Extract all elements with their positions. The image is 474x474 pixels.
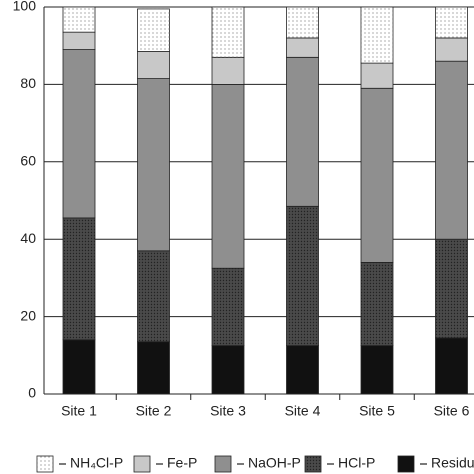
legend-label: HCl-P — [338, 455, 375, 471]
bar-segment — [137, 78, 170, 252]
legend-texture — [37, 456, 53, 472]
bar-segment — [62, 339, 96, 395]
y-tick-label: 60 — [20, 153, 36, 169]
y-tick-label: 0 — [28, 385, 36, 401]
legend-label: NH₄Cl-P — [70, 455, 123, 471]
legend-swatch — [214, 455, 232, 473]
bar-segment — [137, 51, 170, 79]
bar-segment — [62, 31, 96, 50]
bar-texture — [63, 217, 95, 340]
bar-segment — [286, 37, 319, 58]
bar-texture — [212, 268, 244, 346]
bar-segment — [137, 341, 170, 395]
bar-texture — [212, 7, 244, 58]
bar-segment — [360, 62, 394, 89]
x-tick-label: Site 4 — [285, 403, 321, 419]
y-tick-label: 40 — [20, 230, 36, 246]
bar-segment — [211, 56, 245, 85]
x-tick-label: Site 2 — [136, 403, 172, 419]
x-tick-label: Site 1 — [61, 403, 97, 419]
x-tick-label: Site 3 — [210, 403, 246, 419]
x-tick-label: Site 5 — [359, 403, 395, 419]
bar-segment — [211, 345, 245, 395]
bar-segment — [435, 337, 468, 395]
bar-texture — [137, 8, 170, 52]
bar-segment — [435, 37, 468, 62]
legend-label: Fe-P — [167, 455, 197, 471]
bar-texture — [361, 7, 393, 64]
bar-texture — [63, 7, 95, 33]
y-tick-label: 100 — [13, 0, 37, 14]
bar-texture — [286, 206, 319, 346]
bar-texture — [286, 7, 319, 38]
bar-segment — [286, 345, 319, 395]
bar-texture — [137, 250, 170, 342]
y-tick-label: 80 — [20, 75, 36, 91]
legend-texture — [305, 456, 321, 472]
bar-segment — [286, 56, 319, 207]
bar-texture — [435, 7, 468, 38]
y-tick-label: 20 — [20, 307, 36, 323]
legend-swatch — [133, 455, 151, 473]
bar-segment — [435, 60, 468, 240]
bar-texture — [435, 239, 468, 338]
legend-swatch — [397, 455, 415, 473]
x-tick-label: Site 6 — [434, 403, 470, 419]
bar-segment — [360, 87, 394, 263]
bar-segment — [62, 49, 96, 219]
bar-segment — [360, 345, 394, 395]
bar-segment — [211, 84, 245, 269]
legend-label: NaOH-P — [248, 455, 301, 471]
legend-label: Residual — [431, 455, 474, 471]
bar-texture — [361, 262, 393, 346]
